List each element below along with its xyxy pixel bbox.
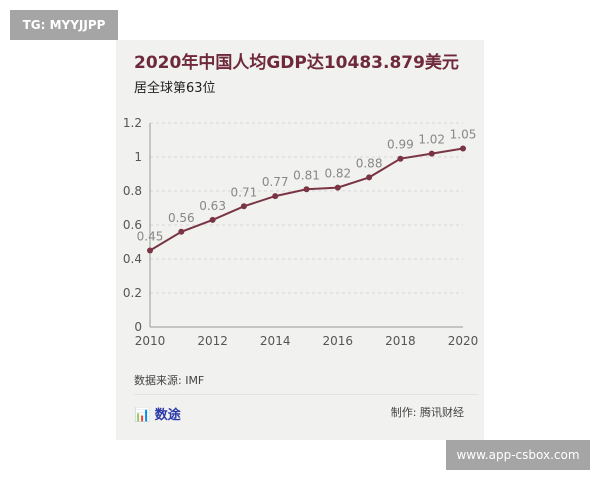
chart-card: 2020年中国人均GDP达10483.879美元 居全球第63位 0 0.2 0.4… — [116, 40, 484, 440]
data-point — [460, 145, 466, 152]
x-tick-label: 2010 — [135, 334, 166, 348]
x-tick-label: 2014 — [260, 334, 291, 348]
y-tick-label: 0 — [134, 320, 142, 334]
data-label: 0.77 — [262, 175, 289, 189]
y-tick-label: 1 — [134, 150, 142, 164]
data-label: 0.82 — [324, 167, 351, 181]
y-tick-label: 0.2 — [123, 286, 142, 300]
y-tick-label: 0.4 — [123, 252, 142, 266]
data-label: 0.56 — [168, 211, 195, 225]
data-point — [303, 186, 310, 193]
data-label: 0.45 — [137, 230, 164, 244]
tag-badge: TG: MYYJJPP — [10, 10, 118, 40]
x-tick-label: 2012 — [197, 334, 228, 348]
watermark-url: www.app-csbox.com — [446, 440, 590, 470]
bar-chart-icon: 📊 — [134, 408, 151, 423]
logo: 📊 数途 — [134, 404, 181, 423]
data-point — [428, 150, 435, 157]
data-label: 0.81 — [293, 168, 320, 182]
data-point — [334, 184, 341, 191]
x-tick-label: 2016 — [323, 334, 354, 348]
y-tick-label: 1.2 — [123, 116, 142, 130]
y-tick-label: 0.6 — [123, 218, 142, 232]
data-label: 1.05 — [450, 128, 477, 142]
data-label: 0.88 — [356, 156, 383, 170]
data-point — [397, 155, 404, 162]
data-point — [178, 228, 185, 235]
chart-subtitle: 居全球第63位 — [134, 81, 216, 96]
data-point — [209, 216, 216, 223]
logo-text: 数途 — [154, 408, 181, 423]
divider — [134, 394, 478, 395]
data-point — [147, 247, 153, 254]
data-point — [272, 193, 279, 200]
data-label: 0.63 — [199, 199, 226, 213]
data-label: 0.99 — [387, 138, 414, 152]
data-point — [240, 203, 247, 210]
data-source: 数据来源: IMF — [134, 374, 205, 387]
x-tick-label: 2020 — [448, 334, 479, 348]
series-line — [149, 147, 464, 252]
x-tick-label: 2018 — [385, 334, 416, 348]
data-point — [366, 174, 373, 181]
data-label: 1.02 — [418, 133, 445, 147]
y-tick-label: 0.8 — [123, 184, 142, 198]
chart-title: 2020年中国人均GDP达10483.879美元 — [134, 53, 459, 73]
data-label: 0.71 — [231, 185, 258, 199]
maker-credit: 制作: 腾讯财经 — [390, 406, 464, 419]
